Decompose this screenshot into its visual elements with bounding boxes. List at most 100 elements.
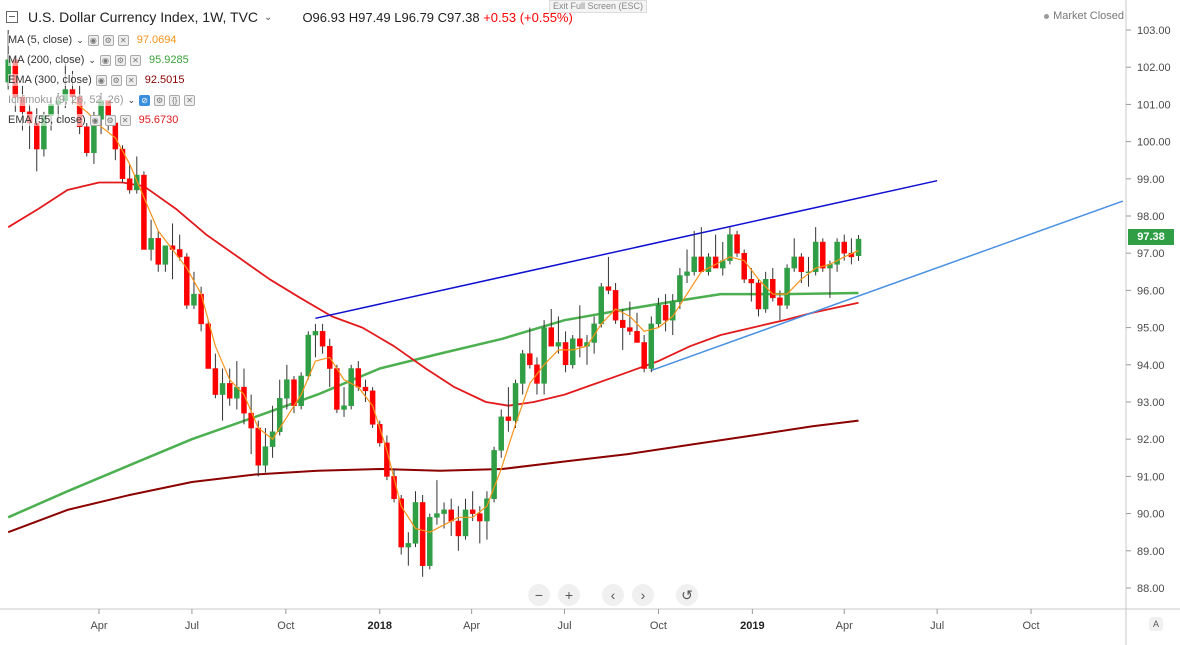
candle-body: [427, 517, 433, 566]
time-tick-label: Oct: [1022, 620, 1039, 632]
ohlc-readout: O96.93 H97.49 L96.79 C97.38 +0.53 (+0.55…: [302, 10, 572, 25]
candle-body: [119, 148, 126, 180]
candle-body: [126, 178, 133, 191]
ma200-line: [7, 291, 859, 519]
candle-body: [176, 249, 183, 258]
scroll-right-button[interactable]: ›: [632, 584, 654, 606]
price-tick-label: 91.00: [1137, 471, 1165, 483]
indicator-name[interactable]: EMA (300, close): [8, 74, 92, 86]
candle-body: [441, 509, 447, 514]
close-icon[interactable]: ✕: [119, 114, 131, 126]
indicator-row-ma200[interactable]: MA (200, close) ⌄ ◉ ⚙ ✕ 95.9285: [8, 50, 195, 70]
candle-body: [291, 379, 297, 406]
zoom-in-button[interactable]: +: [558, 584, 580, 606]
auto-scale-button[interactable]: A: [1149, 617, 1163, 631]
candle-body: [784, 267, 790, 306]
visibility-icon[interactable]: ◉: [99, 54, 111, 66]
braces-icon[interactable]: {}: [169, 94, 181, 106]
indicator-row-ema55[interactable]: EMA (55, close) ◉ ⚙ ✕ 95.6730: [8, 110, 195, 130]
indicator-name[interactable]: MA (200, close): [8, 54, 85, 66]
indicator-row-ema300[interactable]: EMA (300, close) ◉ ⚙ ✕ 92.5015: [8, 70, 195, 90]
gear-icon[interactable]: ⚙: [110, 74, 122, 86]
trendlines-layer: [315, 179, 1124, 372]
candle-body: [569, 338, 576, 366]
price-tick-label: 103.00: [1137, 25, 1171, 37]
candle-body: [348, 368, 354, 406]
visibility-icon[interactable]: ◉: [95, 74, 107, 86]
chevron-down-icon[interactable]: ⌄: [127, 94, 136, 105]
gear-icon[interactable]: ⚙: [154, 94, 166, 106]
candle-body: [755, 282, 762, 310]
candle-body: [648, 323, 655, 369]
candle-body: [305, 334, 312, 377]
time-tick-label: Apr: [836, 620, 853, 632]
market-status-text: Market Closed: [1053, 10, 1124, 22]
gear-icon[interactable]: ⚙: [102, 34, 114, 46]
candle-body: [541, 327, 547, 384]
zoom-out-button[interactable]: −: [528, 584, 550, 606]
candle-body: [669, 301, 676, 321]
chevron-down-icon[interactable]: ⌄: [76, 34, 84, 45]
exit-fullscreen-hint[interactable]: Exit Full Screen (ESC): [549, 0, 648, 13]
candle-body: [527, 353, 533, 366]
price-axis[interactable]: 103.00 102.00 101.00 100.00 99.00 98.00 97.00 9…: [1126, 25, 1171, 595]
price-tick-label: 93.00: [1137, 397, 1165, 409]
candle-body: [162, 245, 169, 265]
gear-icon[interactable]: ⚙: [114, 54, 126, 66]
open-value: O96.93: [302, 9, 346, 25]
candle-body: [598, 286, 605, 325]
candle-body: [605, 286, 612, 291]
time-tick-label: Jul: [930, 620, 944, 632]
candle-body: [812, 241, 819, 273]
candle-body: [405, 543, 412, 548]
candle-body: [498, 416, 504, 451]
indicator-name[interactable]: Ichimoku (9, 26, 52, 26): [8, 94, 124, 106]
candle-body: [734, 234, 740, 254]
chevron-down-icon[interactable]: ⌄: [88, 54, 96, 65]
gear-icon[interactable]: ⚙: [104, 114, 116, 126]
ma200-line-layer: [7, 291, 859, 519]
time-axis[interactable]: Apr Jul Oct 2018 Apr Jul Oct 2019 Apr Jul Oct: [90, 609, 1040, 632]
hidden-icon[interactable]: ⊘: [139, 94, 151, 106]
indicator-row-ma5[interactable]: MA (5, close) ⌄ ◉ ⚙ ✕ 97.0694: [8, 30, 195, 50]
scroll-left-button[interactable]: ‹: [602, 584, 624, 606]
candle-body: [705, 256, 712, 273]
candle-body: [712, 256, 719, 269]
candle-body: [577, 338, 583, 347]
lower-trendline: [651, 200, 1124, 372]
visibility-icon[interactable]: ◉: [89, 114, 101, 126]
chevron-down-icon[interactable]: ⌄: [264, 11, 273, 23]
visibility-icon[interactable]: ◉: [87, 34, 99, 46]
close-icon[interactable]: ✕: [125, 74, 137, 86]
ema300-line: [7, 419, 859, 534]
collapse-icon[interactable]: [6, 11, 18, 23]
time-tick-label: Jul: [558, 620, 572, 632]
indicator-row-ichimoku[interactable]: Ichimoku (9, 26, 52, 26) ⌄ ⊘ ⚙ {} ✕: [8, 90, 196, 110]
candle-body: [398, 498, 404, 548]
price-tick-label: 102.00: [1137, 62, 1171, 74]
candle-body: [341, 405, 347, 410]
time-tick-label: Oct: [277, 620, 294, 632]
last-price-tag: 97.38: [1128, 229, 1174, 245]
candle-body: [155, 238, 161, 265]
close-icon[interactable]: ✕: [184, 94, 196, 106]
time-tick-label: Apr: [90, 620, 107, 632]
low-value: L96.79: [394, 9, 435, 25]
time-tick-label: Apr: [463, 620, 480, 632]
indicator-name[interactable]: EMA (55, close): [8, 114, 86, 126]
indicator-legend: MA (5, close) ⌄ ◉ ⚙ ✕ 97.0694 MA (200, c…: [8, 30, 196, 130]
candle-body: [855, 238, 862, 257]
close-icon[interactable]: ✕: [117, 34, 129, 46]
candle-body: [634, 331, 640, 343]
candle-body: [384, 442, 390, 477]
candle-body: [377, 424, 383, 444]
candle-body: [248, 412, 254, 429]
candle-body: [777, 297, 783, 306]
indicator-name[interactable]: MA (5, close): [8, 34, 73, 46]
close-icon[interactable]: ✕: [129, 54, 141, 66]
symbol-title[interactable]: U.S. Dollar Currency Index, 1W, TVC: [28, 9, 259, 25]
reset-chart-button[interactable]: ↺: [676, 584, 698, 606]
candle-body: [655, 305, 662, 325]
